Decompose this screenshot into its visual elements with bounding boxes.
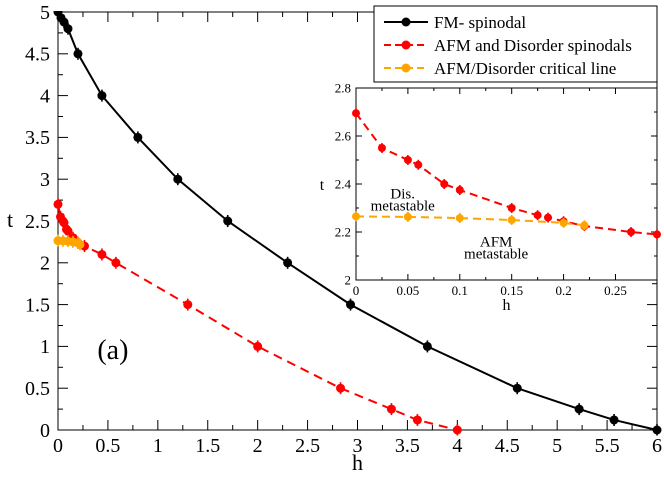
main-fm-spinodal-point — [346, 300, 356, 310]
inset-plot: 0 0.05 0.1 0.15 0.2 0.2522.22.42.62.8htDis.me… — [320, 80, 661, 314]
main-y-tick-label: 4.5 — [25, 44, 50, 66]
main-x-tick-label: 0.5 — [95, 435, 120, 457]
legend-fm-spinodal-marker — [401, 17, 411, 27]
inset-afm-disorder-critical-line-point — [352, 212, 360, 221]
inset-afm-disorder-critical-line-point — [455, 214, 464, 223]
main-afm-and-disorder-spinodals-point — [183, 300, 193, 310]
main-x-tick-label: 4 — [452, 435, 462, 457]
main-afm-and-disorder-spinodals-point — [63, 226, 73, 236]
inset-afm-disorder-critical-line-point — [403, 212, 412, 221]
inset-afm-and-disorder-spinodals-point — [544, 213, 553, 222]
inset-afm-and-disorder-spinodals-point — [403, 156, 412, 164]
inset-y-tick-label: 2.2 — [335, 224, 351, 239]
main-x-tick-label: 2 — [253, 435, 263, 457]
main-y-tick-label: 2.5 — [25, 211, 50, 233]
main-x-tick-label: 6 — [652, 435, 662, 457]
main-y-tick-label: 0 — [40, 420, 50, 442]
main-x-tick-label: 0 — [53, 435, 63, 457]
inset-annotation: Dis. — [390, 186, 415, 202]
main-y-tick-label: 1.5 — [25, 294, 50, 316]
inset-afm-and-disorder-spinodals-point — [653, 230, 661, 239]
inset-afm-disorder-critical-line-point — [580, 221, 589, 230]
inset-y-tick-label: 2.4 — [335, 176, 352, 191]
inset-afm-and-disorder-spinodals-point — [352, 109, 360, 118]
inset-plot-frame — [355, 87, 658, 281]
main-y-tick-label: 0.5 — [25, 378, 50, 400]
main-fm-spinodal-point — [73, 49, 83, 59]
main-y-tick-label: 1 — [40, 336, 50, 358]
inset-afm-and-disorder-spinodals-point — [455, 186, 464, 194]
inset-x-tick-label: 0.1 — [452, 283, 468, 298]
inset-x-tick-label: 0.15 — [500, 283, 523, 298]
main-data-area — [53, 11, 662, 436]
inset-annotation: metastable — [371, 198, 435, 214]
main-fm-spinodal-point — [512, 383, 522, 393]
inset-x-axis-label: h — [503, 297, 511, 314]
main-x-tick-label: 5.5 — [595, 435, 620, 457]
main-afm-and-disorder-spinodals-point — [111, 258, 121, 268]
main-afm-and-disorder-spinodals-point — [97, 249, 107, 259]
main-x-tick-label: 3 — [353, 435, 363, 457]
main-x-tick-label: 5 — [552, 435, 562, 457]
main-y-tick-label: 3 — [40, 169, 50, 191]
inset-data-area — [352, 108, 661, 240]
inset-afm-and-disorder-spinodals-point — [533, 211, 542, 220]
main-y-axis-label: t — [7, 207, 13, 232]
main-fm-spinodal-point — [609, 415, 619, 425]
main-y-tick-label: 3.5 — [25, 127, 50, 149]
inset-x-tick-label: 0.05 — [397, 283, 420, 298]
inset-afm-disorder-critical-line-point — [559, 218, 568, 227]
main-y-tick-label: 2 — [40, 253, 50, 275]
main-afm-and-disorder-spinodals-point — [452, 425, 462, 435]
inset-y-tick-label: 2.6 — [335, 128, 352, 143]
main-afm-and-disorder-spinodals-point — [253, 341, 263, 351]
main-fm-spinodal-point — [97, 91, 107, 101]
inset-afm-and-disorder-spinodals-point — [440, 180, 449, 188]
inset-afm-and-disorder-spinodals-point — [377, 144, 386, 152]
legend-afm-and-disorder-spinodals-label: AFM and Disorder spinodals — [434, 36, 632, 55]
inset-x-tick-label: 0 — [353, 283, 360, 298]
main-x-tick-label: 1.5 — [195, 435, 220, 457]
main-fm-spinodal-point — [422, 341, 432, 351]
main-afm-and-disorder-spinodals-point — [412, 415, 422, 425]
inset-afm-and-disorder-spinodals-point — [507, 204, 516, 212]
main-y-tick-label: 4 — [40, 85, 50, 107]
inset-y-tick-label: 2 — [345, 272, 352, 287]
inset-x-tick-label: 0.2 — [555, 283, 571, 298]
main-fm-spinodal-point — [133, 132, 143, 142]
main-fm-spinodal-point — [173, 174, 183, 184]
main-afm-and-disorder-spinodals-point — [53, 199, 63, 209]
inset-y-axis-label: t — [320, 177, 325, 194]
main-fm-spinodal-point — [223, 216, 233, 226]
legend-fm-spinodal-label: FM- spinodal — [434, 13, 526, 32]
main-panel-label: (a) — [97, 335, 128, 366]
inset-afm-disorder-critical-line-point — [507, 216, 516, 224]
main-afm-disorder-critical-line-point — [75, 239, 85, 249]
main-x-axis-label: h — [352, 450, 363, 475]
main-x-tick-label: 1 — [153, 435, 163, 457]
legend-afm-and-disorder-spinodals-marker — [401, 40, 411, 50]
inset-annotation: metastable — [464, 246, 528, 262]
main-afm-and-disorder-spinodals-point — [336, 383, 346, 393]
main-x-tick-label: 2.5 — [295, 435, 320, 457]
legend: FM- spinodal AFM and Disorder spinodals AF… — [373, 5, 658, 83]
main-afm-and-disorder-spinodals-point — [386, 404, 396, 414]
main-x-tick-label: 4.5 — [495, 435, 520, 457]
inset-x-tick-label: 0.25 — [604, 283, 627, 298]
main-fm-spinodal-point — [63, 24, 73, 34]
main-y-tick-label: 5 — [40, 2, 50, 24]
main-fm-spinodal-point — [59, 17, 69, 27]
main-fm-spinodal-point — [652, 425, 662, 435]
legend-afm-disorder-critical-line-label: AFM/Disorder critical line — [434, 59, 616, 78]
main-x-tick-label: 3.5 — [395, 435, 420, 457]
inset-y-tick-label: 2.8 — [335, 80, 351, 95]
inset-afm-and-disorder-spinodals-point — [414, 160, 423, 169]
main-fm-spinodal-point — [574, 404, 584, 414]
inset-annotation: AFM — [480, 234, 513, 250]
inset-afm-and-disorder-spinodals-point — [627, 228, 636, 236]
main-fm-spinodal-point — [283, 258, 293, 268]
legend-afm-disorder-critical-line-marker — [401, 63, 411, 73]
